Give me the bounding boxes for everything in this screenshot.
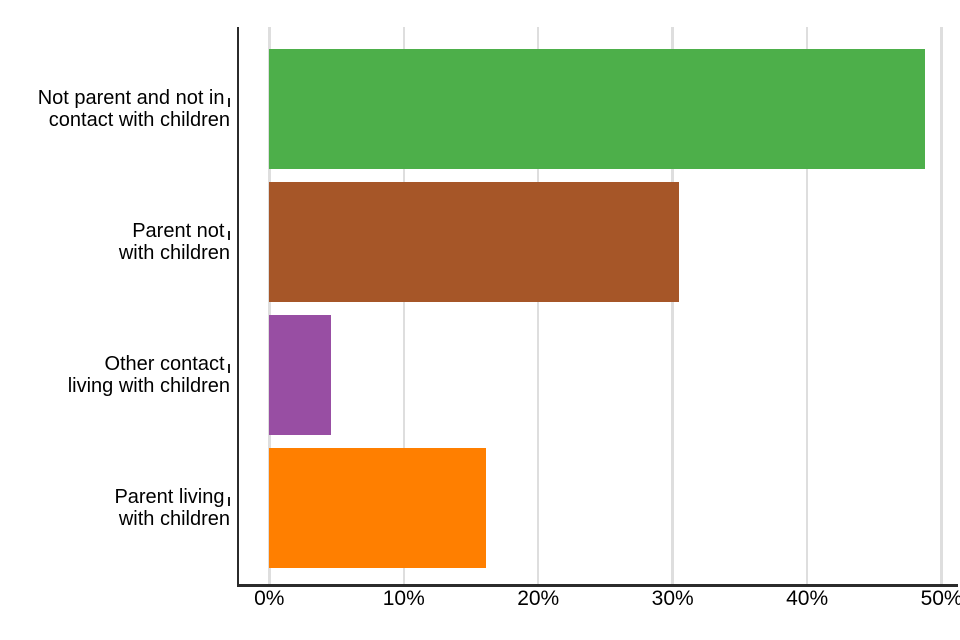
x-tick-label-20pct: 20%: [517, 587, 560, 610]
bar-4: [269, 447, 486, 568]
bar-3: [269, 314, 332, 435]
x-tick-label-0pct: 0%: [254, 587, 285, 610]
x-tick-label-40pct: 40%: [786, 587, 829, 610]
x-axis-line: [237, 583, 958, 587]
bar-1: [269, 48, 926, 169]
x-tick-label-10pct: 10%: [382, 587, 425, 610]
category-label-line: living with children: [67, 375, 230, 398]
gridline: [268, 27, 271, 584]
category-label-line: Other contact: [104, 353, 225, 376]
label-tick-mark: [227, 364, 230, 374]
category-label-4: Parent living with children: [10, 486, 230, 530]
y-axis-line: [237, 27, 239, 586]
gridline: [671, 27, 674, 584]
gridline: [805, 27, 809, 584]
category-label-line: contact with children: [48, 108, 230, 131]
category-label-line: with children: [118, 508, 230, 531]
x-tick-label-30pct: 30%: [651, 587, 694, 610]
label-tick-mark: [227, 497, 230, 507]
category-label-2: Parent not with children: [10, 220, 230, 264]
category-label-line: Not parent and not in: [37, 86, 225, 109]
category-label-1: Not parent and not in contact with childr…: [10, 87, 230, 131]
category-label-3: Other contact living with children: [10, 353, 230, 397]
gridline: [402, 27, 405, 584]
label-tick-mark: [227, 230, 230, 240]
category-label-line: Parent not: [132, 219, 225, 242]
category-label-line: with children: [118, 241, 230, 264]
x-tick-label-50pct: 50%: [920, 587, 960, 610]
category-label-line: Parent living: [114, 486, 225, 509]
label-tick-mark: [227, 97, 230, 107]
bar-2: [269, 181, 680, 302]
gridline: [940, 27, 943, 584]
gridline: [536, 27, 540, 584]
